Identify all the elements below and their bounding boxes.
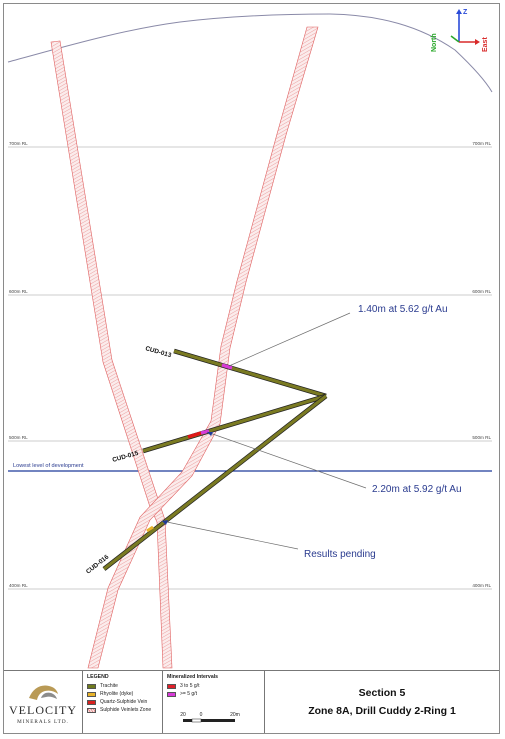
section-subtitle: Zone 8A, Drill Cuddy 2-Ring 1 [308, 705, 456, 717]
vein-marker-cud-016 [146, 525, 154, 533]
rhyolite-swatch [87, 691, 96, 697]
scale-bar: 20 0 20m [180, 712, 240, 723]
north-axis-label: North [431, 33, 438, 52]
legend: LEGEND Trachite Rhyolite (dyke) Quartz-S… [83, 671, 163, 733]
drill-hole-cud-016-fill [103, 394, 327, 571]
drill-hole-cud-015-fill [142, 394, 327, 453]
east-axis-label: East [482, 37, 489, 52]
trachite-swatch [87, 683, 96, 689]
logo-subtitle: MINERALS LTD. [17, 718, 69, 725]
rl-label-600-right: 600m RL [472, 289, 491, 294]
intersection-cud-013 [221, 363, 233, 370]
rl-labels: 700m RL 700m RL 600m RL 600m RL 500m RL … [9, 141, 491, 588]
interval-label-over-5: >= 5 g/t [180, 691, 197, 697]
sulphide-zone-right [87, 26, 319, 669]
velocity-horse-logo-icon [29, 685, 58, 700]
up-arrow-icon [456, 9, 462, 14]
intervals-title: Mineralized Intervals [167, 674, 219, 680]
interval-label-3-to-5: 3 to 5 g/t [180, 683, 200, 689]
scale-label-right: 20m [230, 712, 240, 718]
mineralized-intervals-legend: Mineralized Intervals 3 to 5 g/t >= 5 g/… [163, 671, 265, 733]
up-axis-label: Z [463, 9, 468, 16]
rl-label-500-left: 500m RL [9, 435, 28, 440]
legend-label-trachite: Trachite [100, 683, 118, 689]
rl-label-400-right: 400m RL [472, 583, 491, 588]
figure-footer: VELOCITY MINERALS LTD. LEGEND Trachite R… [4, 670, 499, 733]
callout-arrowhead-3 [162, 520, 168, 525]
rl-label-400-left: 400m RL [9, 583, 28, 588]
scale-label-left: 20 [180, 712, 186, 718]
intersection-cud-015 [187, 431, 202, 439]
legend-item-rhyolite: Rhyolite (dyke) [87, 690, 158, 698]
rl-label-700-right: 700m RL [472, 141, 491, 146]
callout-line-1 [228, 312, 351, 367]
orientation-gizmo: Z North East [431, 9, 489, 52]
interval-item-3-to-5: 3 to 5 g/t [167, 682, 260, 690]
drill-hole-cud-013-fill [173, 349, 327, 398]
logo-name: VELOCITY [9, 702, 77, 717]
callout-text-1: 1.40m at 5.62 g/t Au [358, 304, 448, 315]
cross-section-diagram: 700m RL 700m RL 600m RL 600m RL 500m RL … [7, 9, 493, 669]
lowest-development-label: Lowest level of development [13, 463, 84, 469]
legend-item-sulphide-zone: Sulphide Veinlets Zone [87, 706, 158, 714]
north-axis-icon [450, 35, 460, 43]
legend-label-sulphide-zone: Sulphide Veinlets Zone [100, 707, 152, 713]
east-arrow-icon [475, 39, 480, 45]
rl-lines [8, 146, 492, 590]
sulphide-zone-left [50, 40, 173, 669]
quartz-vein-swatch [87, 699, 96, 705]
legend-label-rhyolite: Rhyolite (dyke) [100, 691, 134, 697]
sulphide-zone-swatch [87, 707, 96, 713]
scale-label-zero: 0 [200, 712, 203, 718]
legend-label-quartz-vein: Quartz-Sulphide Vein [100, 699, 148, 705]
figure-title-block: Section 5 Zone 8A, Drill Cuddy 2-Ring 1 [265, 671, 499, 733]
company-logo: VELOCITY MINERALS LTD. [4, 671, 83, 733]
scale-segment-2 [191, 718, 202, 723]
legend-item-quartz-vein: Quartz-Sulphide Vein [87, 698, 158, 706]
legend-item-trachite: Trachite [87, 682, 158, 690]
rl-label-700-left: 700m RL [9, 141, 28, 146]
legend-title: LEGEND [87, 674, 109, 680]
scale-segment-1 [183, 719, 192, 722]
section-title: Section 5 [358, 687, 406, 699]
rl-label-500-right: 500m RL [472, 435, 491, 440]
callout-text-2: 2.20m at 5.92 g/t Au [372, 484, 462, 495]
callout-line-3 [161, 520, 299, 550]
callout-line-2 [206, 431, 367, 489]
callout-arrowhead-2 [207, 432, 213, 436]
hole-label-cud-013: CUD-013 [144, 345, 172, 359]
interval-3-to-5-swatch [167, 683, 176, 689]
callout-text-3: Results pending [304, 549, 376, 560]
intersection-cud-015-vein [200, 429, 210, 435]
interval-over-5-swatch [167, 691, 176, 697]
interval-item-over-5: >= 5 g/t [167, 690, 260, 698]
scale-segment-3 [201, 719, 235, 722]
topography-line [7, 13, 493, 93]
figure-frame [3, 3, 500, 734]
rl-label-600-left: 600m RL [9, 289, 28, 294]
